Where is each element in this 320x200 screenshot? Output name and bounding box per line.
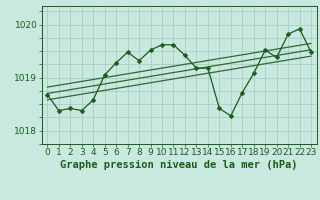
X-axis label: Graphe pression niveau de la mer (hPa): Graphe pression niveau de la mer (hPa) xyxy=(60,160,298,170)
